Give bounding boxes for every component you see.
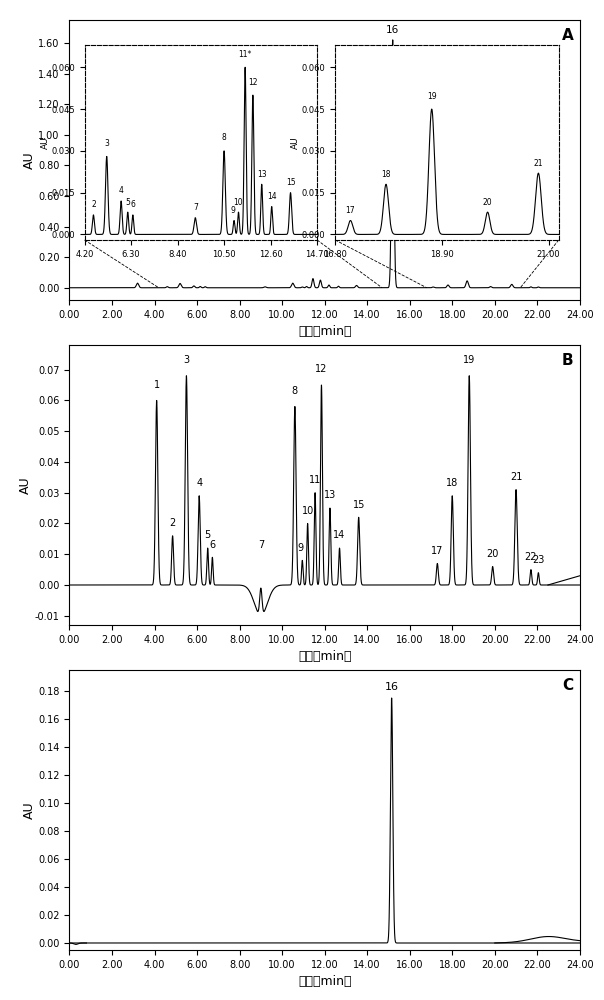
Text: B: B: [562, 353, 574, 368]
Text: 1: 1: [153, 380, 159, 390]
Text: 10: 10: [234, 198, 243, 207]
Text: 11: 11: [309, 475, 321, 485]
Text: 5: 5: [205, 530, 211, 540]
Text: A: A: [562, 28, 574, 43]
Text: 20: 20: [486, 549, 499, 559]
X-axis label: 分钟（min）: 分钟（min）: [298, 325, 352, 338]
X-axis label: 分钟（min）: 分钟（min）: [298, 650, 352, 663]
Y-axis label: AU: AU: [19, 476, 32, 494]
Text: 13: 13: [324, 490, 336, 500]
Text: 21: 21: [510, 472, 522, 482]
Text: 22: 22: [525, 552, 537, 562]
Text: 14: 14: [267, 192, 277, 201]
Y-axis label: AU: AU: [22, 801, 36, 819]
Text: 9: 9: [297, 543, 303, 553]
X-axis label: 分钟（min）: 分钟（min）: [298, 975, 352, 988]
Y-axis label: AU: AU: [291, 136, 300, 149]
Text: 6: 6: [210, 540, 216, 550]
Text: 3: 3: [104, 139, 109, 148]
Text: 12: 12: [248, 78, 258, 87]
Text: 18: 18: [446, 478, 458, 488]
Text: 18: 18: [381, 170, 391, 179]
Text: 8: 8: [222, 133, 226, 142]
Text: 23: 23: [532, 555, 545, 565]
Text: 2: 2: [170, 518, 176, 528]
Text: 7: 7: [258, 540, 264, 550]
Text: 13: 13: [257, 170, 266, 179]
Text: 10: 10: [301, 506, 313, 516]
Text: 21: 21: [533, 159, 543, 168]
Text: 14: 14: [333, 530, 345, 540]
Y-axis label: AU: AU: [22, 151, 36, 169]
Text: 2: 2: [91, 200, 96, 209]
Text: 4: 4: [118, 186, 124, 195]
Text: 19: 19: [463, 355, 475, 365]
Text: 11*: 11*: [239, 50, 252, 59]
Text: 6: 6: [130, 200, 135, 209]
Text: 4: 4: [196, 478, 202, 488]
Y-axis label: AU: AU: [40, 136, 50, 149]
Text: 17: 17: [345, 206, 355, 215]
Text: 3: 3: [184, 355, 190, 365]
Text: 16: 16: [386, 25, 399, 35]
Text: 8: 8: [292, 386, 298, 396]
Text: 17: 17: [431, 546, 443, 556]
Text: 9: 9: [231, 206, 236, 215]
Text: 16: 16: [385, 682, 399, 692]
Text: 15: 15: [286, 178, 295, 187]
Text: 19: 19: [427, 92, 437, 101]
Text: 15: 15: [353, 500, 365, 510]
Text: C: C: [562, 678, 574, 693]
Text: 20: 20: [483, 198, 492, 207]
Text: 12: 12: [315, 364, 327, 374]
Text: 7: 7: [193, 203, 198, 212]
Text: 5: 5: [125, 198, 130, 207]
